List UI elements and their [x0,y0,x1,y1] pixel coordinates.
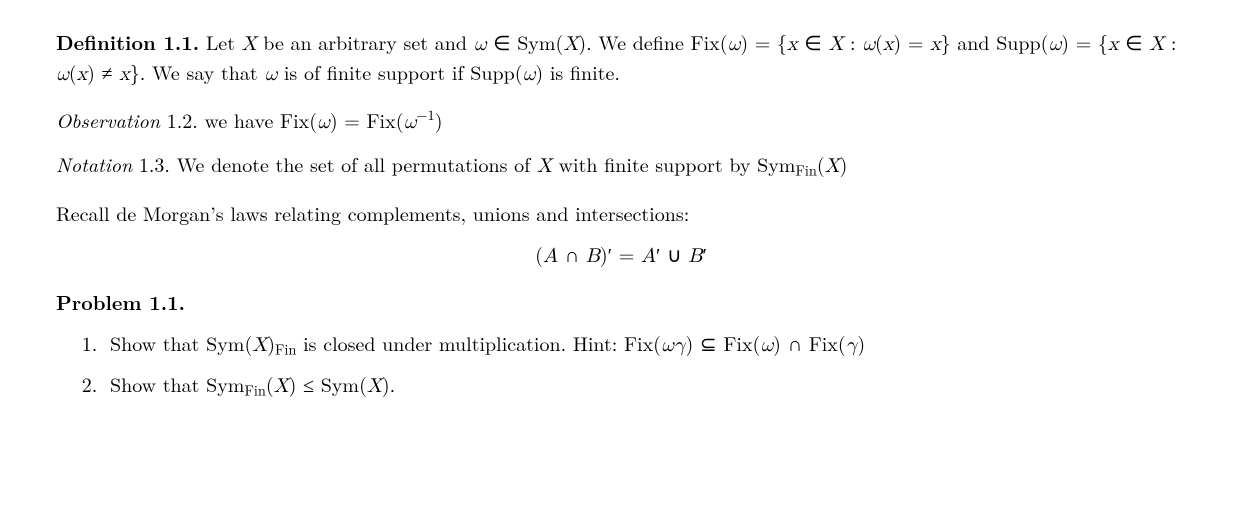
definition-body: Let X be an arbitrary set and ω ∈ Sym(X)… [56,27,1177,86]
observation-number: 1.2. [167,105,198,134]
problem-item-2: Show that SymFin(X) ≤ Sym(X). [104,370,1186,401]
notation-1-3: Notation 1.3. We denote the set of all p… [56,150,1186,181]
observation-body: we have Fix(ω) = Fix(ω−1) [205,105,443,134]
notation-body: We denote the set of all permutations of… [177,149,848,178]
problem-list: Show that Sym(X)Fin is closed under mult… [56,329,1186,401]
recall-de-morgan: Recall de Morgan’s laws relating complem… [56,199,1186,226]
definition-1-1: Definition 1.1. Let X be an arbitrary se… [56,28,1186,88]
observation-1-2: Observation 1.2. we have Fix(ω) = Fix(ω−… [56,106,1186,136]
observation-label: Observation [56,105,160,134]
definition-label: Definition 1.1. [56,27,199,56]
notation-label: Notation [56,149,132,178]
notation-number: 1.3. [139,149,170,178]
de-morgan-equation: (A ∩ B)′ = A′ ∪ B′ [56,240,1186,270]
problem-1-1-label: Problem 1.1. [56,288,1186,315]
problem-item-1: Show that Sym(X)Fin is closed under mult… [104,329,1186,360]
